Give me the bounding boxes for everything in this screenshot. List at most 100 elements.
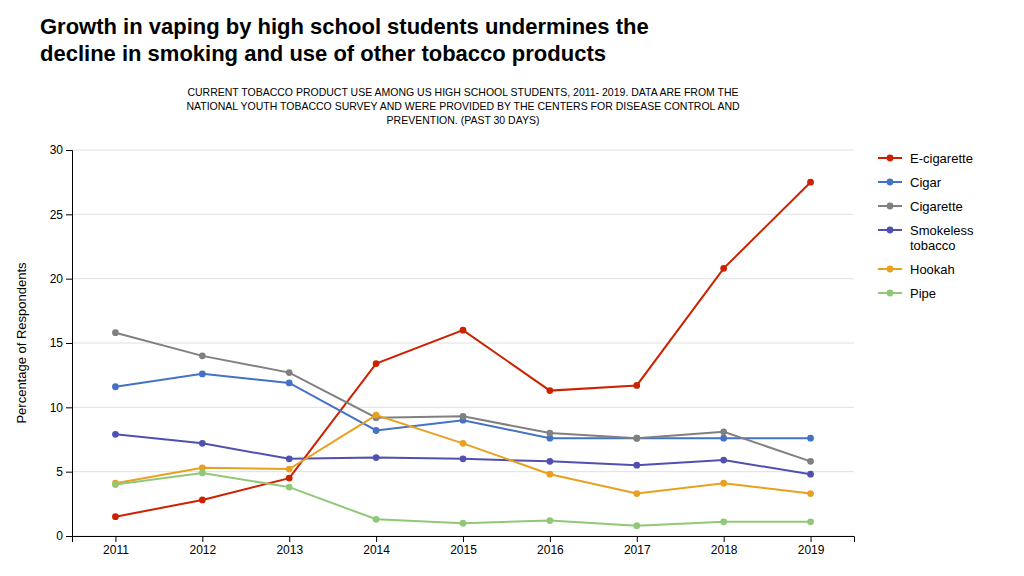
y-tick-mark	[66, 279, 72, 280]
legend-label-line: tobacco	[910, 238, 956, 253]
point	[373, 454, 380, 461]
legend-label: Cigarette	[910, 199, 963, 214]
point	[286, 475, 293, 482]
x-tick: 2016	[537, 536, 564, 557]
point	[199, 370, 206, 377]
x-tick-label: 2018	[711, 543, 738, 557]
point	[199, 470, 206, 477]
x-tick-mark	[115, 536, 116, 542]
x-tick-label: 2015	[450, 543, 477, 557]
point	[720, 428, 727, 435]
y-tick: 15	[50, 336, 72, 350]
point	[199, 352, 206, 359]
legend-marker	[887, 203, 894, 210]
legend-item: E-cigarette	[878, 151, 973, 166]
x-tick-label: 2019	[798, 543, 825, 557]
point	[460, 440, 467, 447]
x-axis-line	[73, 537, 855, 543]
point	[112, 329, 119, 336]
x-tick: 2011	[103, 536, 129, 557]
point	[286, 484, 293, 491]
legend-label: Smokelesstobacco	[910, 223, 974, 253]
y-tick: 30	[50, 143, 72, 157]
x-tick: 2015	[450, 536, 477, 557]
point	[547, 517, 554, 524]
point	[633, 435, 640, 442]
x-tick-mark	[724, 536, 725, 542]
y-tick-mark	[66, 407, 72, 408]
subtitle-line: NATIONAL YOUTH TOBACCO SURVEY AND WERE P…	[186, 100, 740, 112]
legend-item: Cigar	[878, 175, 942, 190]
x-tick: 2019	[798, 536, 825, 557]
point	[720, 457, 727, 464]
point	[807, 458, 814, 465]
x-tick: 2017	[624, 536, 651, 557]
point	[633, 490, 640, 497]
legend-item: Smokelesstobacco	[878, 223, 974, 253]
point	[112, 481, 119, 488]
point	[286, 380, 293, 387]
x-axis: 201120122013201420152016201720182019	[73, 536, 855, 557]
point	[460, 413, 467, 420]
legend-marker	[887, 179, 894, 186]
series-line	[115, 333, 810, 462]
y-tick-mark	[66, 150, 72, 151]
legend-marker	[887, 266, 894, 273]
x-tick-label: 2016	[537, 543, 564, 557]
x-tick-mark	[289, 536, 290, 542]
legend-label: E-cigarette	[910, 151, 973, 166]
grid-line	[72, 407, 854, 408]
legend-label: Cigar	[910, 175, 942, 190]
point	[373, 360, 380, 367]
x-tick-mark	[637, 536, 638, 542]
y-tick-label: 10	[50, 401, 64, 415]
point	[547, 458, 554, 465]
y-tick: 5	[56, 465, 72, 479]
series-line	[115, 182, 810, 517]
y-axis: 0 5 10 15 20 25 30	[50, 143, 73, 543]
point	[633, 382, 640, 389]
y-tick: 0	[56, 529, 72, 543]
y-tick-label: 20	[50, 272, 64, 286]
legend-label-line: Pipe	[910, 286, 936, 301]
grid-line	[72, 150, 854, 151]
legend-item: Cigarette	[878, 199, 963, 214]
y-tick-label: 25	[50, 208, 64, 222]
y-tick-label: 0	[56, 529, 63, 543]
point	[373, 427, 380, 434]
legend-marker	[887, 227, 894, 234]
point	[547, 387, 554, 394]
x-tick-mark	[376, 536, 377, 542]
x-tick: 2018	[711, 536, 738, 557]
point	[720, 435, 727, 442]
point	[720, 518, 727, 525]
grid-line	[72, 214, 854, 215]
point	[112, 513, 119, 520]
y-tick-label: 30	[50, 143, 64, 157]
point	[460, 455, 467, 462]
y-tick-label: 15	[50, 336, 64, 350]
point	[633, 435, 640, 442]
x-tick-label: 2013	[276, 543, 303, 557]
point	[199, 497, 206, 504]
marks	[112, 179, 814, 529]
x-tick: 2013	[276, 536, 303, 557]
point	[633, 462, 640, 469]
point	[373, 412, 380, 419]
point	[807, 471, 814, 478]
y-tick-label: 5	[56, 465, 63, 479]
grid-line	[72, 278, 854, 279]
x-tick-label: 2011	[103, 543, 129, 557]
y-axis-line	[66, 151, 73, 537]
point	[460, 327, 467, 334]
legend: E-cigarette Cigar Cigarette Smokelesstobacc…	[878, 151, 974, 301]
title-line: decline in smoking and use of other toba…	[40, 41, 606, 66]
point	[633, 522, 640, 529]
point	[286, 466, 293, 473]
point	[807, 490, 814, 497]
legend-label-line: E-cigarette	[910, 151, 973, 166]
legend-label: Pipe	[910, 286, 936, 301]
y-axis-title: Percentage of Respondents	[14, 262, 29, 424]
point	[807, 179, 814, 186]
y-tick-mark	[66, 472, 72, 473]
